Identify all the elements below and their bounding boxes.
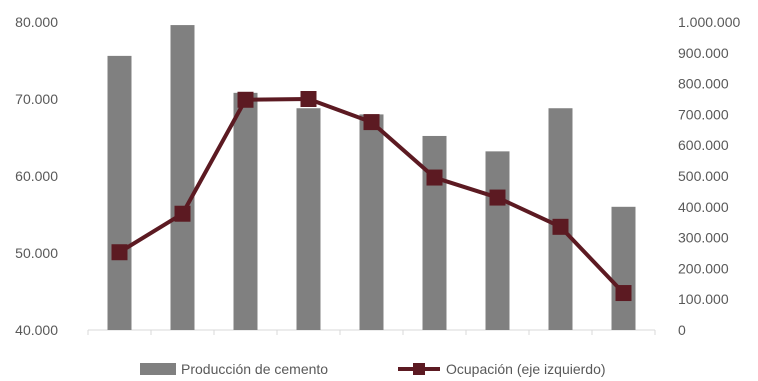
right-tick-label: 400.000 — [678, 199, 729, 215]
right-tick-label: 500.000 — [678, 168, 729, 184]
line-marker — [237, 91, 254, 108]
plot-area — [87, 329, 656, 335]
legend-line-marker — [413, 363, 425, 375]
legend-bar-label: Producción de cemento — [181, 361, 328, 377]
left-tick-label: 50.000 — [15, 245, 58, 261]
left-tick-label: 60.000 — [15, 168, 58, 184]
right-tick-label: 700.000 — [678, 106, 729, 122]
left-tick-label: 70.000 — [15, 91, 58, 107]
line-marker — [300, 91, 317, 107]
right-tick-label: 200.000 — [678, 260, 729, 276]
legend-bar-swatch — [140, 363, 176, 375]
bar — [233, 92, 258, 330]
line-marker — [489, 189, 506, 206]
left-tick-label: 40.000 — [15, 322, 58, 338]
right-tick-label: 900.000 — [678, 45, 729, 61]
right-tick-label: 600.000 — [678, 137, 729, 153]
right-axis: 0 100.000 200.000 300.000 400.000 500.000 600.… — [678, 14, 740, 338]
legend-line-label: Ocupación (eje izquierdo) — [446, 361, 606, 377]
bar — [359, 114, 384, 331]
left-tick-label: 80.000 — [15, 14, 58, 30]
right-tick-label: 100.000 — [678, 291, 729, 307]
bar — [422, 135, 447, 330]
right-tick-label: 300.000 — [678, 230, 729, 246]
line-marker — [552, 218, 569, 235]
line-marker — [111, 244, 128, 261]
right-tick-label: 1.000.000 — [678, 14, 740, 30]
line-marker — [363, 114, 380, 131]
bars-group — [107, 25, 636, 331]
bar — [170, 25, 195, 331]
bar — [485, 151, 510, 330]
line-series-group — [111, 91, 632, 302]
right-tick-label: 800.000 — [678, 76, 729, 92]
legend: Producción de cemento Ocupación (eje izq… — [140, 361, 606, 377]
line-marker — [615, 285, 632, 302]
line-marker — [426, 169, 443, 186]
bar — [296, 108, 321, 331]
right-tick-label: 0 — [678, 322, 686, 338]
bar — [611, 206, 636, 330]
left-axis: 40.000 50.000 60.000 70.000 80.000 — [15, 14, 58, 338]
line-marker — [174, 205, 191, 222]
bar — [107, 55, 132, 330]
